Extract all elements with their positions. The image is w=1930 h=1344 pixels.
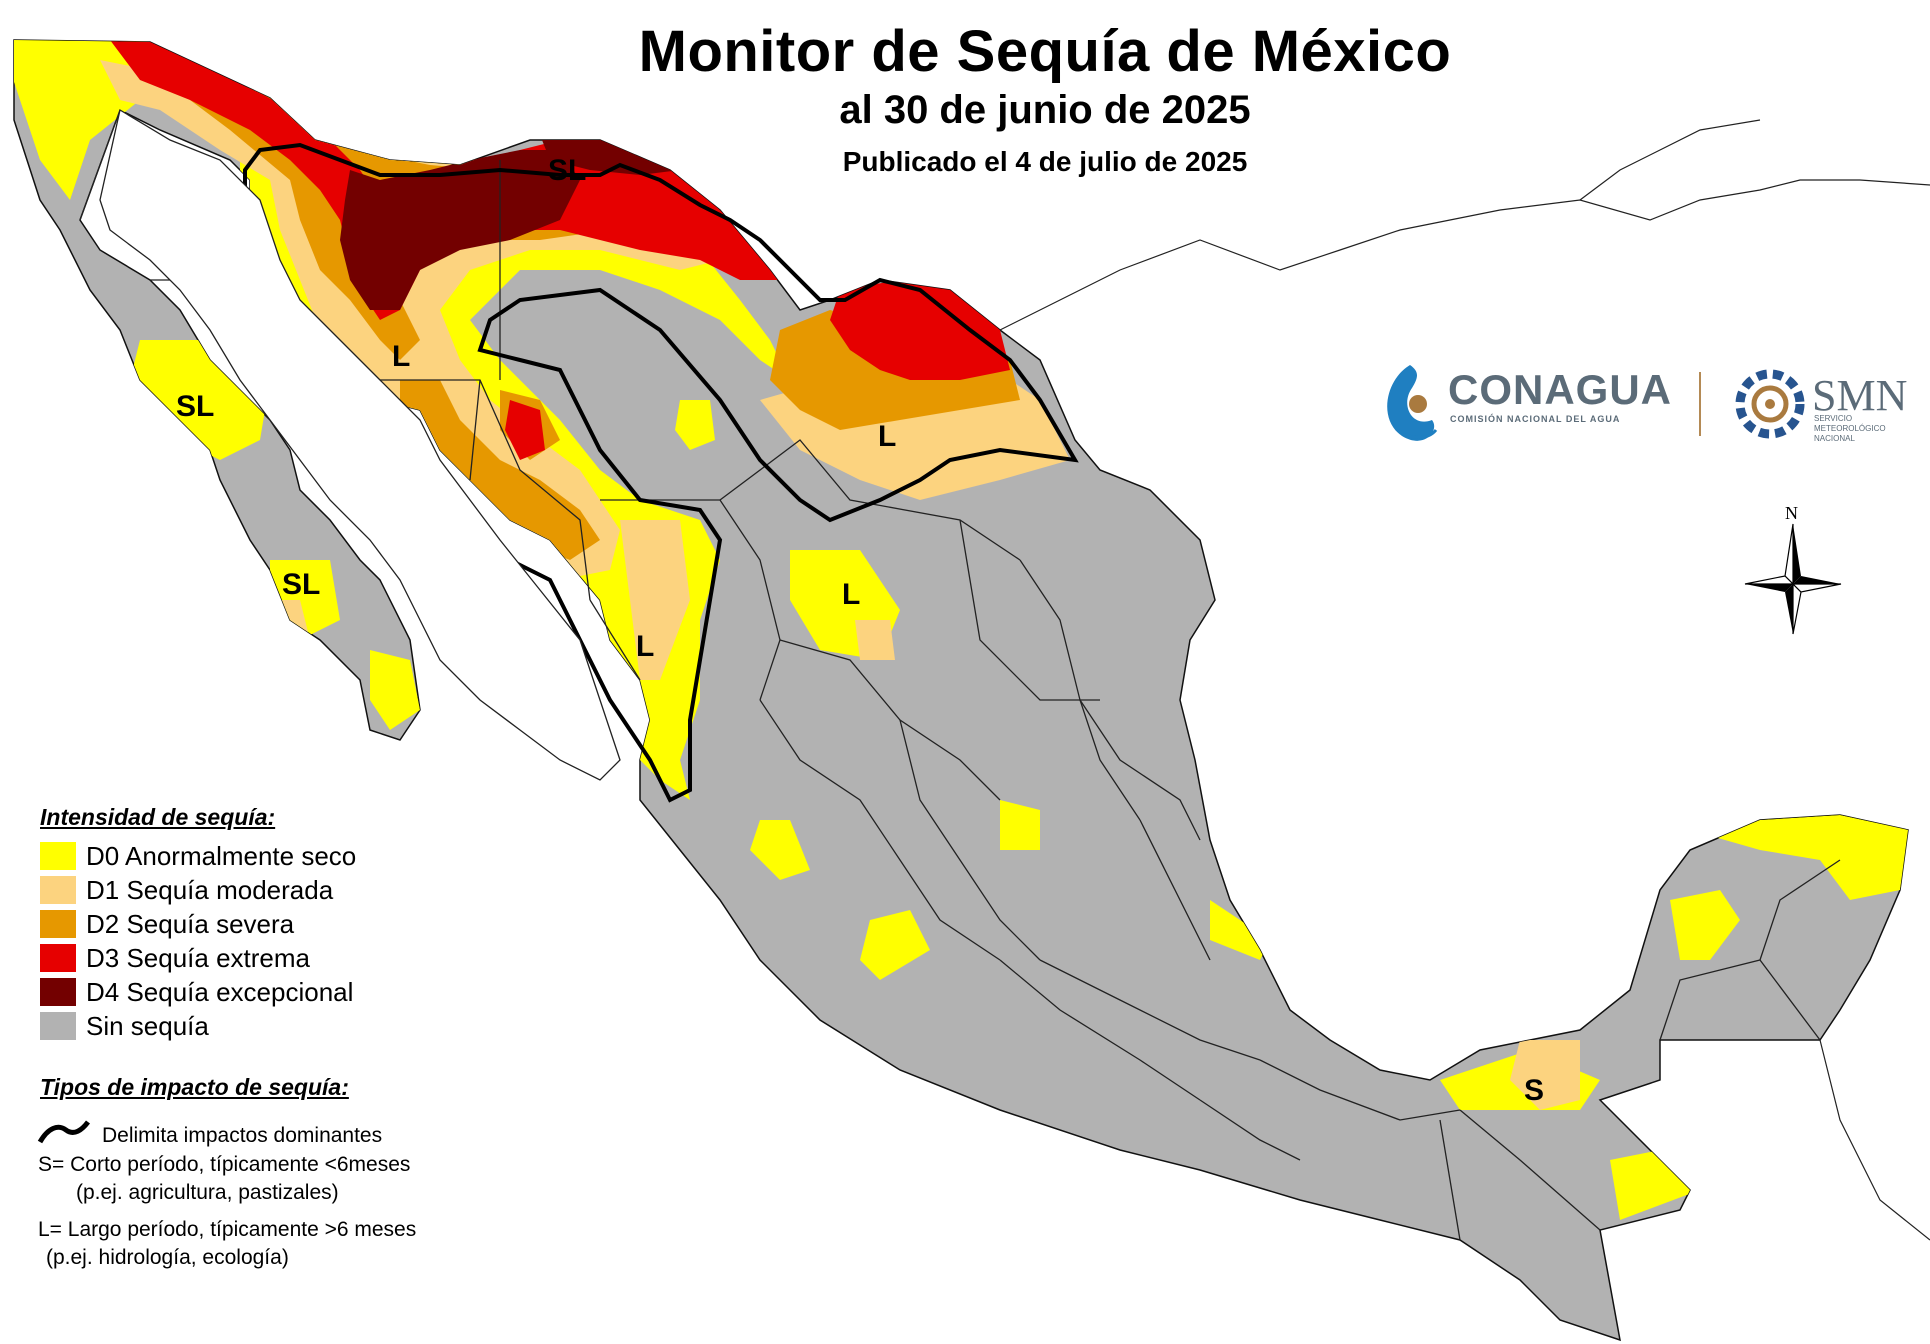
gulf-of-california: [99, 108, 621, 781]
legend-label: Sin sequía: [86, 1010, 209, 1041]
short-term-label: S= Corto período, típicamente <6meses: [38, 1153, 411, 1176]
smn-logo-icon: [1735, 369, 1805, 439]
long-term-examples: (p.ej. hidrología, ecología): [46, 1246, 289, 1269]
legend-label: D0 Anormalmente seco: [86, 840, 357, 871]
published-date: Publicado el 4 de julio de 2025: [842, 146, 1248, 177]
compass-rose-icon: [1744, 523, 1842, 635]
smn-wordmark: SMN: [1812, 371, 1908, 420]
label-l-sonora: L: [392, 340, 410, 373]
legend-swatch: [40, 944, 76, 972]
conagua-logo-icon: [1387, 365, 1438, 441]
map-labels: SL L SL SL L L L S: [176, 154, 1544, 1107]
map-subtitle: al 30 de junio de 2025: [839, 88, 1251, 132]
legend-item: D4 Sequía excepcional: [40, 977, 353, 1007]
legend-swatch: [40, 1012, 76, 1040]
smn-subtitle: SERVICIO METEOROLÓGICO NACIONAL: [1814, 414, 1886, 443]
legend-swatch: [40, 842, 76, 870]
label-sl-bcs-south: SL: [282, 568, 320, 601]
label-l-sinaloa: L: [636, 630, 654, 663]
label-sl-north: SL: [548, 154, 586, 187]
legend-label: D2 Sequía severa: [86, 908, 295, 939]
legend-intensity-heading: Intensidad de sequía:: [40, 804, 276, 830]
label-l-nuevo-leon: L: [878, 420, 896, 453]
legend-swatch: [40, 978, 76, 1006]
legend-swatch: [40, 910, 76, 938]
legend-item: D3 Sequía extrema: [40, 943, 310, 973]
label-sl-bcs-north: SL: [176, 390, 214, 423]
impact-line-icon: [37, 1120, 90, 1144]
label-s-tabasco: S: [1524, 1074, 1544, 1107]
conagua-subtitle: COMISIÓN NACIONAL DEL AGUA: [1450, 414, 1621, 424]
compass-north-label: N: [1785, 503, 1798, 523]
label-l-coahuila: L: [842, 578, 860, 611]
conagua-wordmark: CONAGUA: [1448, 366, 1672, 413]
zone-d4: [340, 130, 680, 310]
legend-swatch: [40, 876, 76, 904]
legend-item: D0 Anormalmente seco: [40, 841, 356, 871]
legend-label: D3 Sequía extrema: [86, 942, 311, 973]
legend-label: D1 Sequía moderada: [86, 874, 334, 905]
map-title: Monitor de Sequía de México: [638, 19, 1452, 84]
long-term-label: L= Largo período, típicamente >6 meses: [38, 1218, 417, 1241]
legend-item: D1 Sequía moderada: [40, 875, 333, 905]
short-term-examples: (p.ej. agricultura, pastizales): [76, 1181, 339, 1204]
legend-item: Sin sequía: [40, 1011, 209, 1041]
impact-line-label: Delimita impactos dominantes: [102, 1124, 383, 1147]
legend-impact-heading: Tipos de impacto de sequía:: [40, 1074, 349, 1100]
legend-label: D4 Sequía excepcional: [86, 976, 354, 1007]
legend-item: D2 Sequía severa: [40, 909, 294, 939]
